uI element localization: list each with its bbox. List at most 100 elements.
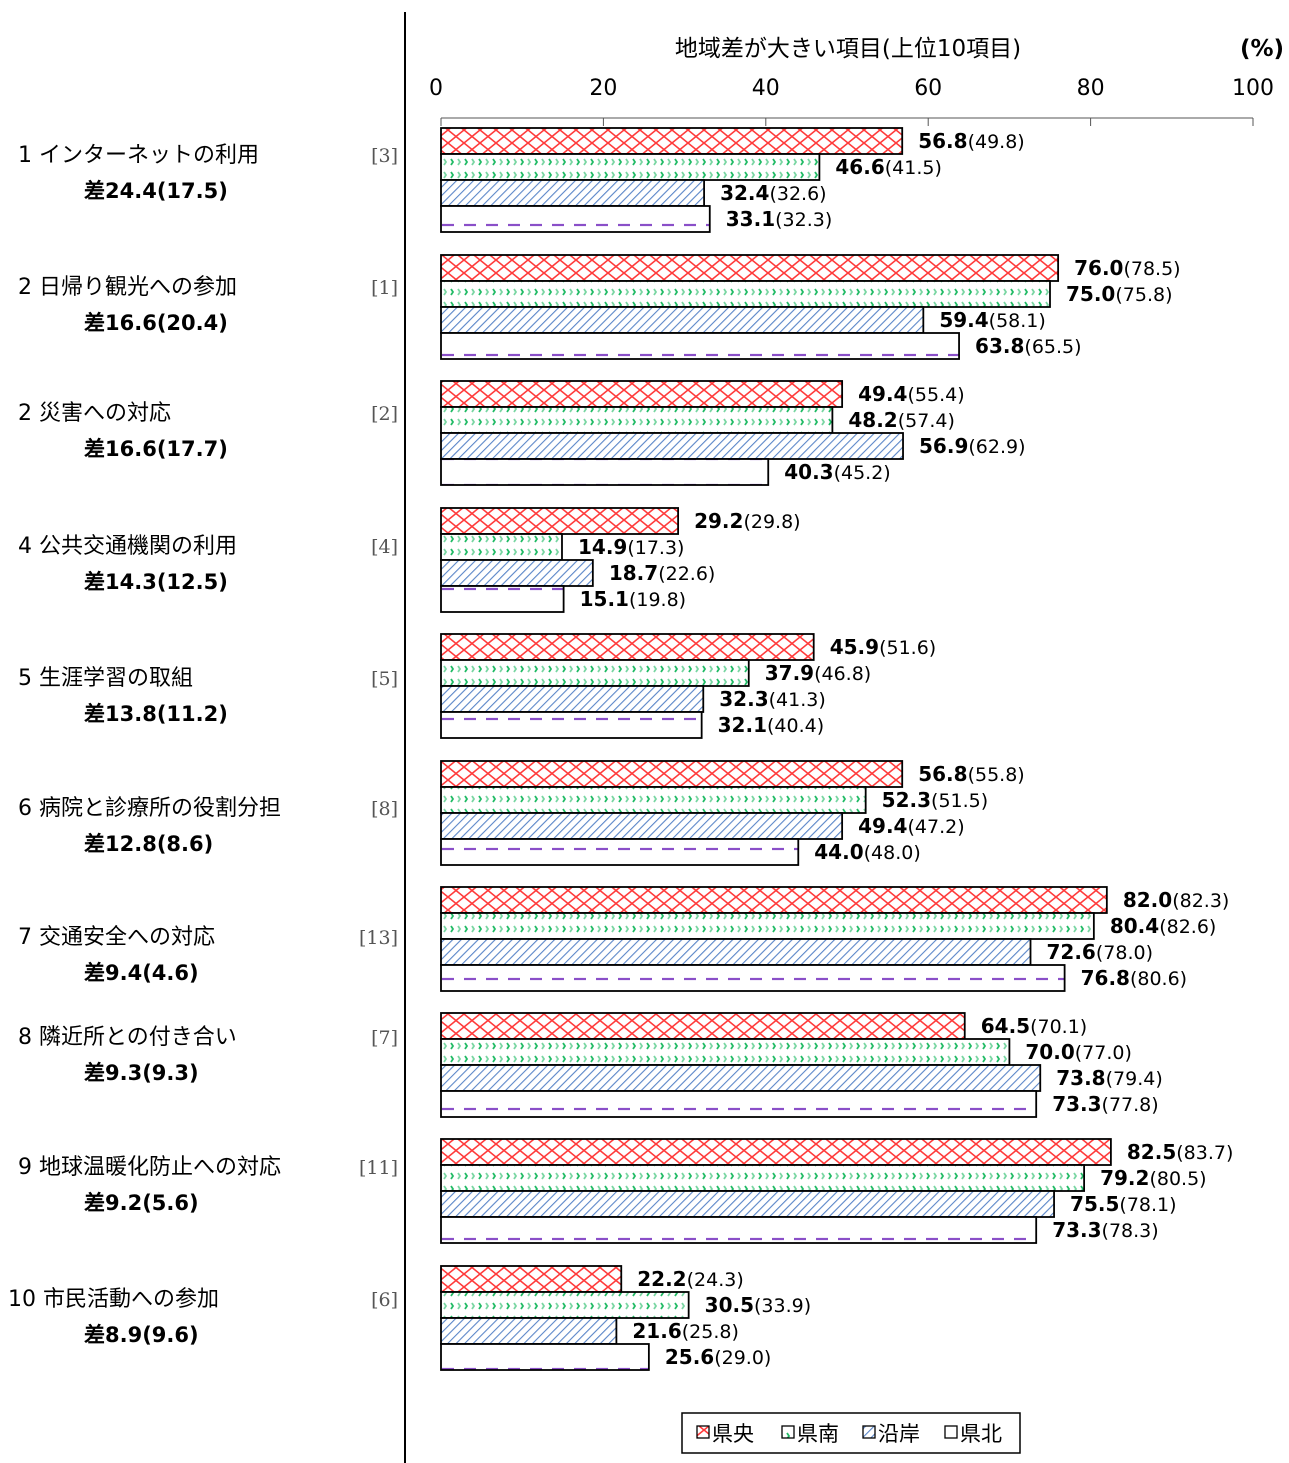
category-name: 7 交通安全への対応 [18, 925, 215, 950]
bar-value-label: 29.2(29.8) [694, 509, 801, 533]
bar-value-label: 44.0(48.0) [814, 840, 921, 864]
category-name: 10 市民活動への参加 [8, 1287, 219, 1312]
bar-value-label: 48.2(57.4) [848, 408, 955, 432]
x-axis-ticks: 0 20 40 60 80 100 [429, 76, 1274, 126]
bar-value-label: 15.1(19.8) [580, 587, 687, 611]
legend-swatch [862, 1425, 876, 1439]
bar-value-label: 56.8(49.8) [918, 129, 1025, 153]
bar-県北 [440, 332, 960, 360]
bar-県南 [440, 533, 563, 561]
bar-県北 [440, 1090, 1038, 1118]
category-rank: [4] [371, 536, 398, 558]
category-rank: [5] [371, 668, 398, 690]
bar-value-label: 82.0(82.3) [1123, 888, 1230, 912]
bar-沿岸 [440, 1190, 1055, 1218]
bar-value-label: 30.5(33.9) [705, 1293, 812, 1317]
bar-value-label: 73.3(78.3) [1052, 1218, 1159, 1242]
category-name: 2 災害への対応 [18, 401, 171, 426]
legend-swatch [696, 1425, 710, 1439]
bar-県北 [440, 1343, 650, 1371]
bar-value-label: 32.4(32.6) [720, 181, 827, 205]
bar-value-label: 73.3(77.8) [1052, 1092, 1159, 1116]
bar-value-label: 75.5(78.1) [1070, 1192, 1177, 1216]
bar-value-label: 72.6(78.0) [1047, 940, 1154, 964]
bar-沿岸 [440, 938, 1032, 966]
chart-title: 地域差が大きい項目(上位10項目) [675, 36, 1021, 62]
bar-県南 [440, 912, 1095, 940]
bar-value-label: 22.2(24.3) [637, 1267, 744, 1291]
legend-swatch [781, 1425, 795, 1439]
bar-value-label: 82.5(83.7) [1127, 1140, 1234, 1164]
bar-県北 [440, 711, 703, 739]
bar-value-label: 76.0(78.5) [1074, 256, 1181, 280]
bar-value-label: 70.0(77.0) [1025, 1040, 1132, 1064]
bar-県南 [440, 280, 1051, 308]
category-rank: [3] [371, 145, 398, 167]
bar-県南 [440, 659, 750, 687]
bar-value-label: 76.8(80.6) [1081, 966, 1188, 990]
category-diff: 差12.8(8.6) [84, 832, 213, 856]
bar-value-label: 73.8(79.4) [1056, 1066, 1163, 1090]
bar-沿岸 [440, 179, 705, 207]
legend-swatch [944, 1425, 958, 1439]
bar-沿岸 [440, 1317, 618, 1345]
category-diff: 差9.4(4.6) [84, 961, 199, 985]
bar-県北 [440, 964, 1066, 992]
category-diff: 差24.4(17.5) [84, 179, 228, 203]
x-tick-label: 20 [589, 76, 617, 101]
bar-value-label: 18.7(22.6) [609, 561, 716, 585]
category-diff: 差13.8(11.2) [84, 702, 228, 726]
category-rank: [11] [359, 1157, 398, 1179]
bar-沿岸 [440, 432, 904, 460]
legend-label: 県央 [712, 1422, 754, 1446]
bar-沿岸 [440, 559, 594, 587]
bar-県央 [440, 1265, 623, 1293]
bar-value-label: 49.4(47.2) [858, 814, 965, 838]
bar-県南 [440, 1038, 1011, 1066]
category-name: 4 公共交通機関の利用 [18, 534, 237, 559]
bar-県央 [440, 760, 904, 788]
bar-groups: 56.8(49.8)46.6(41.5) 32.4(32.6)33.1(32.3)… [440, 127, 1234, 1371]
category-diff: 差9.3(9.3) [84, 1061, 199, 1085]
category-rank: [8] [371, 798, 398, 820]
bar-value-label: 32.3(41.3) [719, 687, 826, 711]
category-name: 9 地球温暖化防止への対応 [18, 1155, 281, 1180]
bar-value-label: 45.9(51.6) [830, 635, 937, 659]
bar-value-label: 37.9(46.8) [765, 661, 872, 685]
bar-県南 [440, 406, 834, 434]
category-rank: [13] [359, 927, 398, 949]
bar-value-label: 21.6(25.8) [632, 1319, 739, 1343]
bar-県南 [440, 786, 867, 814]
category-diff: 差8.9(9.6) [84, 1323, 199, 1347]
x-tick-label: 80 [1077, 76, 1105, 101]
x-tick-label: 0 [429, 76, 443, 101]
bar-value-label: 56.9(62.9) [919, 434, 1026, 458]
bar-県北 [440, 458, 770, 486]
bar-沿岸 [440, 812, 844, 840]
x-tick-label: 60 [914, 76, 942, 101]
category-rank: [1] [371, 277, 398, 299]
bar-value-label: 80.4(82.6) [1110, 914, 1217, 938]
legend-label: 沿岸 [878, 1422, 920, 1446]
category-name: 1 インターネットの利用 [18, 143, 259, 168]
bar-県央 [440, 886, 1108, 914]
category-diff: 差14.3(12.5) [84, 570, 228, 594]
bar-value-label: 56.8(55.8) [918, 762, 1025, 786]
bar-沿岸 [440, 1064, 1042, 1092]
bar-value-label: 79.2(80.5) [1100, 1166, 1207, 1190]
bar-value-label: 40.3(45.2) [784, 460, 891, 484]
bar-県央 [440, 1012, 966, 1040]
bar-県北 [440, 838, 800, 866]
bar-県南 [440, 153, 821, 181]
bar-県南 [440, 1291, 690, 1319]
category-name: 6 病院と診療所の役割分担 [18, 796, 281, 821]
category-name: 5 生涯学習の取組 [18, 666, 193, 691]
bar-value-label: 49.4(55.4) [858, 382, 965, 406]
bar-沿岸 [440, 306, 925, 334]
bar-県央 [440, 1138, 1112, 1166]
bar-沿岸 [440, 685, 705, 713]
bar-県央 [440, 633, 815, 661]
legend-label: 県南 [797, 1422, 839, 1446]
